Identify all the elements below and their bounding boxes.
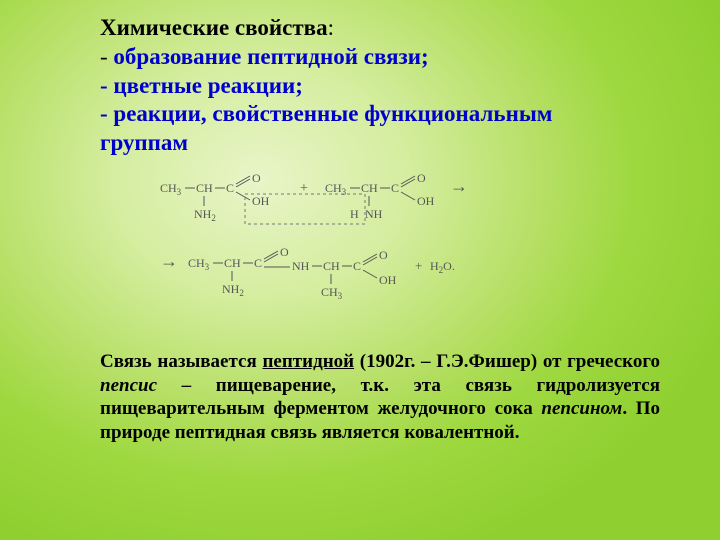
p-s4b: пепсином: [541, 398, 622, 419]
r1-m2-o: O: [417, 172, 426, 185]
bullet2: - цветные реакции;: [100, 73, 303, 98]
bullet3a: - реакции, свойственные функциональным: [100, 101, 552, 126]
slide-root: Химические свойства: - образование пепти…: [0, 0, 720, 540]
r2-o1: O: [280, 245, 289, 259]
formula-svg: CH3 CH C O OH NH2 + CH3 CH: [150, 172, 570, 322]
heading-title: Химические свойства: [100, 15, 328, 40]
r2-o2: O: [379, 248, 388, 262]
p-s1c: (1902г. – Г.Э.Фишер) от: [354, 351, 561, 372]
bullet1-dash: -: [100, 44, 113, 69]
r2-h: H: [430, 259, 439, 273]
r2-ch3b: CH: [321, 285, 338, 299]
r2-c2: C: [353, 259, 361, 273]
r1-m2-ch3s: 3: [342, 187, 347, 197]
p-s2b: пепсис: [100, 375, 157, 396]
r2-c1: C: [254, 256, 262, 270]
r2-nh: NH: [292, 259, 310, 273]
svg-text:CH3: CH3: [160, 181, 182, 197]
r2-ch2: CH: [323, 259, 340, 273]
svg-text:CH3: CH3: [325, 181, 347, 197]
r2-oh: OH: [379, 273, 397, 287]
r2-ch1: CH: [224, 256, 241, 270]
r1-m2-nh: NH: [365, 207, 383, 221]
r2-ch3s: 3: [205, 262, 210, 272]
r2-nh2s: 2: [239, 288, 244, 298]
r1-m1-ch3: CH: [160, 181, 177, 195]
p-s4a: желудочного сока: [378, 398, 542, 419]
r1-m1-nh2s: 2: [211, 213, 216, 223]
r1-m1-ch: CH: [196, 181, 213, 195]
bullet1: образование пептидной связи;: [113, 44, 428, 69]
r1-m2-c: C: [391, 181, 399, 195]
reaction-diagram: CH3 CH C O OH NH2 + CH3 CH: [150, 172, 684, 322]
p-s5: является ковалентной.: [322, 422, 520, 443]
r2-nh2: NH: [222, 282, 240, 296]
r1-m1-c: C: [226, 181, 234, 195]
r1-m1-nh2: NH: [194, 207, 212, 221]
r1-m1-o: O: [252, 172, 261, 185]
r1-m2-oh: OH: [417, 194, 435, 208]
svg-text:CH3: CH3: [188, 256, 210, 272]
p-s1b: пептидной: [262, 351, 354, 372]
r1-m2-h: H: [350, 207, 359, 221]
heading-colon: :: [328, 15, 334, 40]
svg-text:NH2: NH2: [194, 207, 216, 223]
r1-arrow: →: [450, 176, 468, 196]
r2-arrow-in: →: [160, 251, 178, 271]
r2-plus: +: [415, 258, 422, 273]
bullet3b: группам: [100, 130, 188, 155]
body-paragraph: Связь называется пептидной (1902г. – Г.Э…: [100, 350, 660, 445]
r1-m2-ch3: CH: [325, 181, 342, 195]
r2-o: O.: [443, 259, 455, 273]
heading-block: Химические свойства: - образование пепти…: [100, 14, 684, 158]
p-s1a: Связь называется: [100, 351, 262, 372]
r1-m2-ch: CH: [361, 181, 378, 195]
svg-text:CH3: CH3: [321, 285, 343, 301]
r1-m1-ch3s: 3: [177, 187, 182, 197]
svg-text:H2O.: H2O.: [430, 259, 455, 275]
p-s2c: – пищеварение, т.к. эта связь: [157, 375, 512, 396]
p-s2a: греческого: [567, 351, 660, 372]
r1-m1-oh: OH: [252, 194, 270, 208]
r2-ch3: CH: [188, 256, 205, 270]
svg-text:NH2: NH2: [222, 282, 244, 298]
r2-ch3bs: 3: [338, 291, 343, 301]
